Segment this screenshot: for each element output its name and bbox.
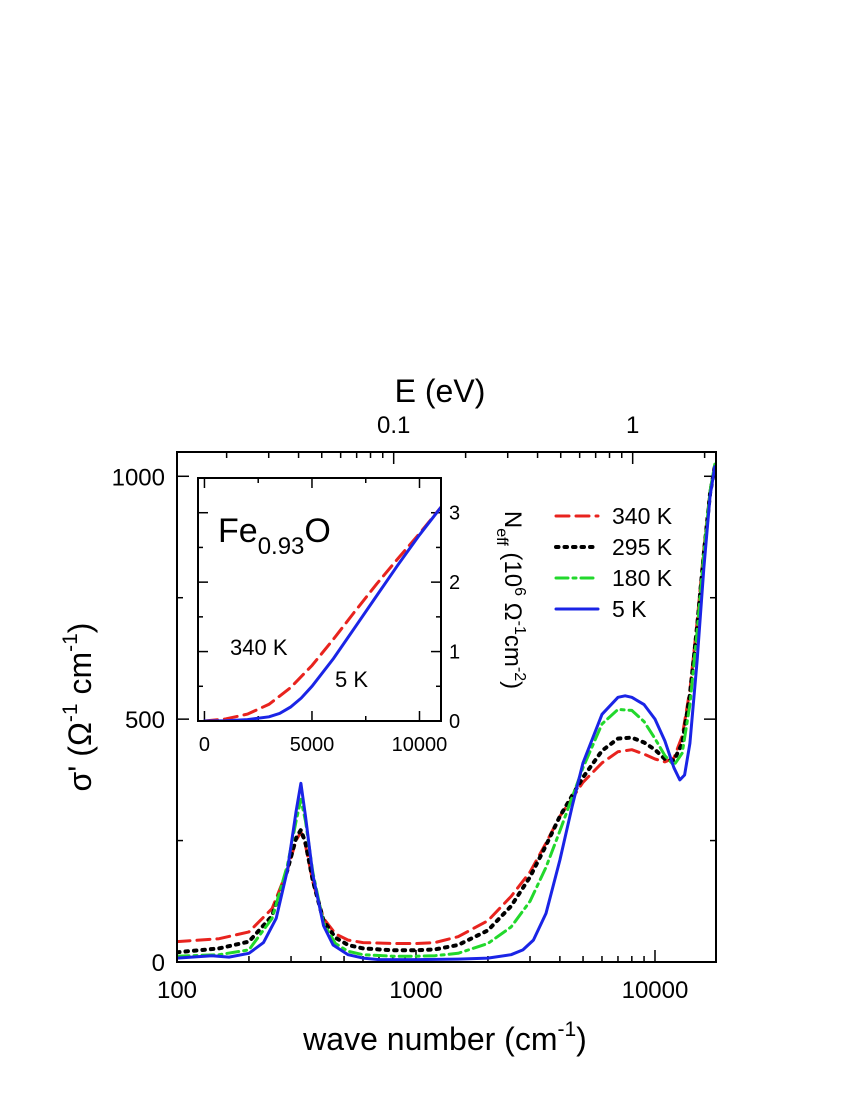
x-axis-label-sup: -1 [557,1018,576,1041]
series-line-5k [177,465,716,962]
inset-compound-label: Fe0.93O [218,512,331,560]
top-tick-label: 1 [626,412,639,439]
series-line-295k [177,464,716,955]
x-tick-label: 1000 [389,977,442,1004]
inset-label-5k: 5 K [335,667,368,692]
inset-y-tick-label: 1 [449,642,460,664]
inset-series-5k [203,505,441,721]
y-tick-label: 1000 [112,464,165,491]
y-axis-label: σ' (Ω-1 cm-1) [59,623,98,792]
inset-label-340k: 340 K [230,635,288,660]
inset-frame [197,477,442,722]
y-tick-label: 500 [125,707,165,734]
inset-background [198,478,441,721]
x-tick-label: 10000 [622,977,689,1004]
series-line-180k [177,462,716,958]
legend-label: 295 K [612,534,673,560]
y-tick-label: 0 [152,950,165,977]
x-tick-label: 100 [157,977,197,1004]
legend-label: 180 K [612,565,673,591]
top-axis-label: E (eV) [395,373,486,409]
inset-y-axis-label: Neff (106 Ω-1cm-2) [493,511,528,689]
x-axis-label: wave number (cm-1) [302,1018,587,1057]
inset-y-tick-label: 3 [449,503,460,525]
inset-x-tick-label: 10000 [392,734,448,756]
legend-label: 340 K [612,503,673,529]
legend-label: 5 K [612,596,647,622]
inset-x-tick-label: 5000 [290,734,335,756]
inset-y-tick-label: 0 [449,711,460,733]
inset-x-tick-label: 0 [199,734,210,756]
top-tick-label: 0.1 [377,412,410,439]
inset-series-340k [203,505,441,721]
x-axis-label-end: ) [576,1021,587,1057]
inset-y-tick-label: 2 [449,572,460,594]
main-plot-frame [176,451,717,963]
